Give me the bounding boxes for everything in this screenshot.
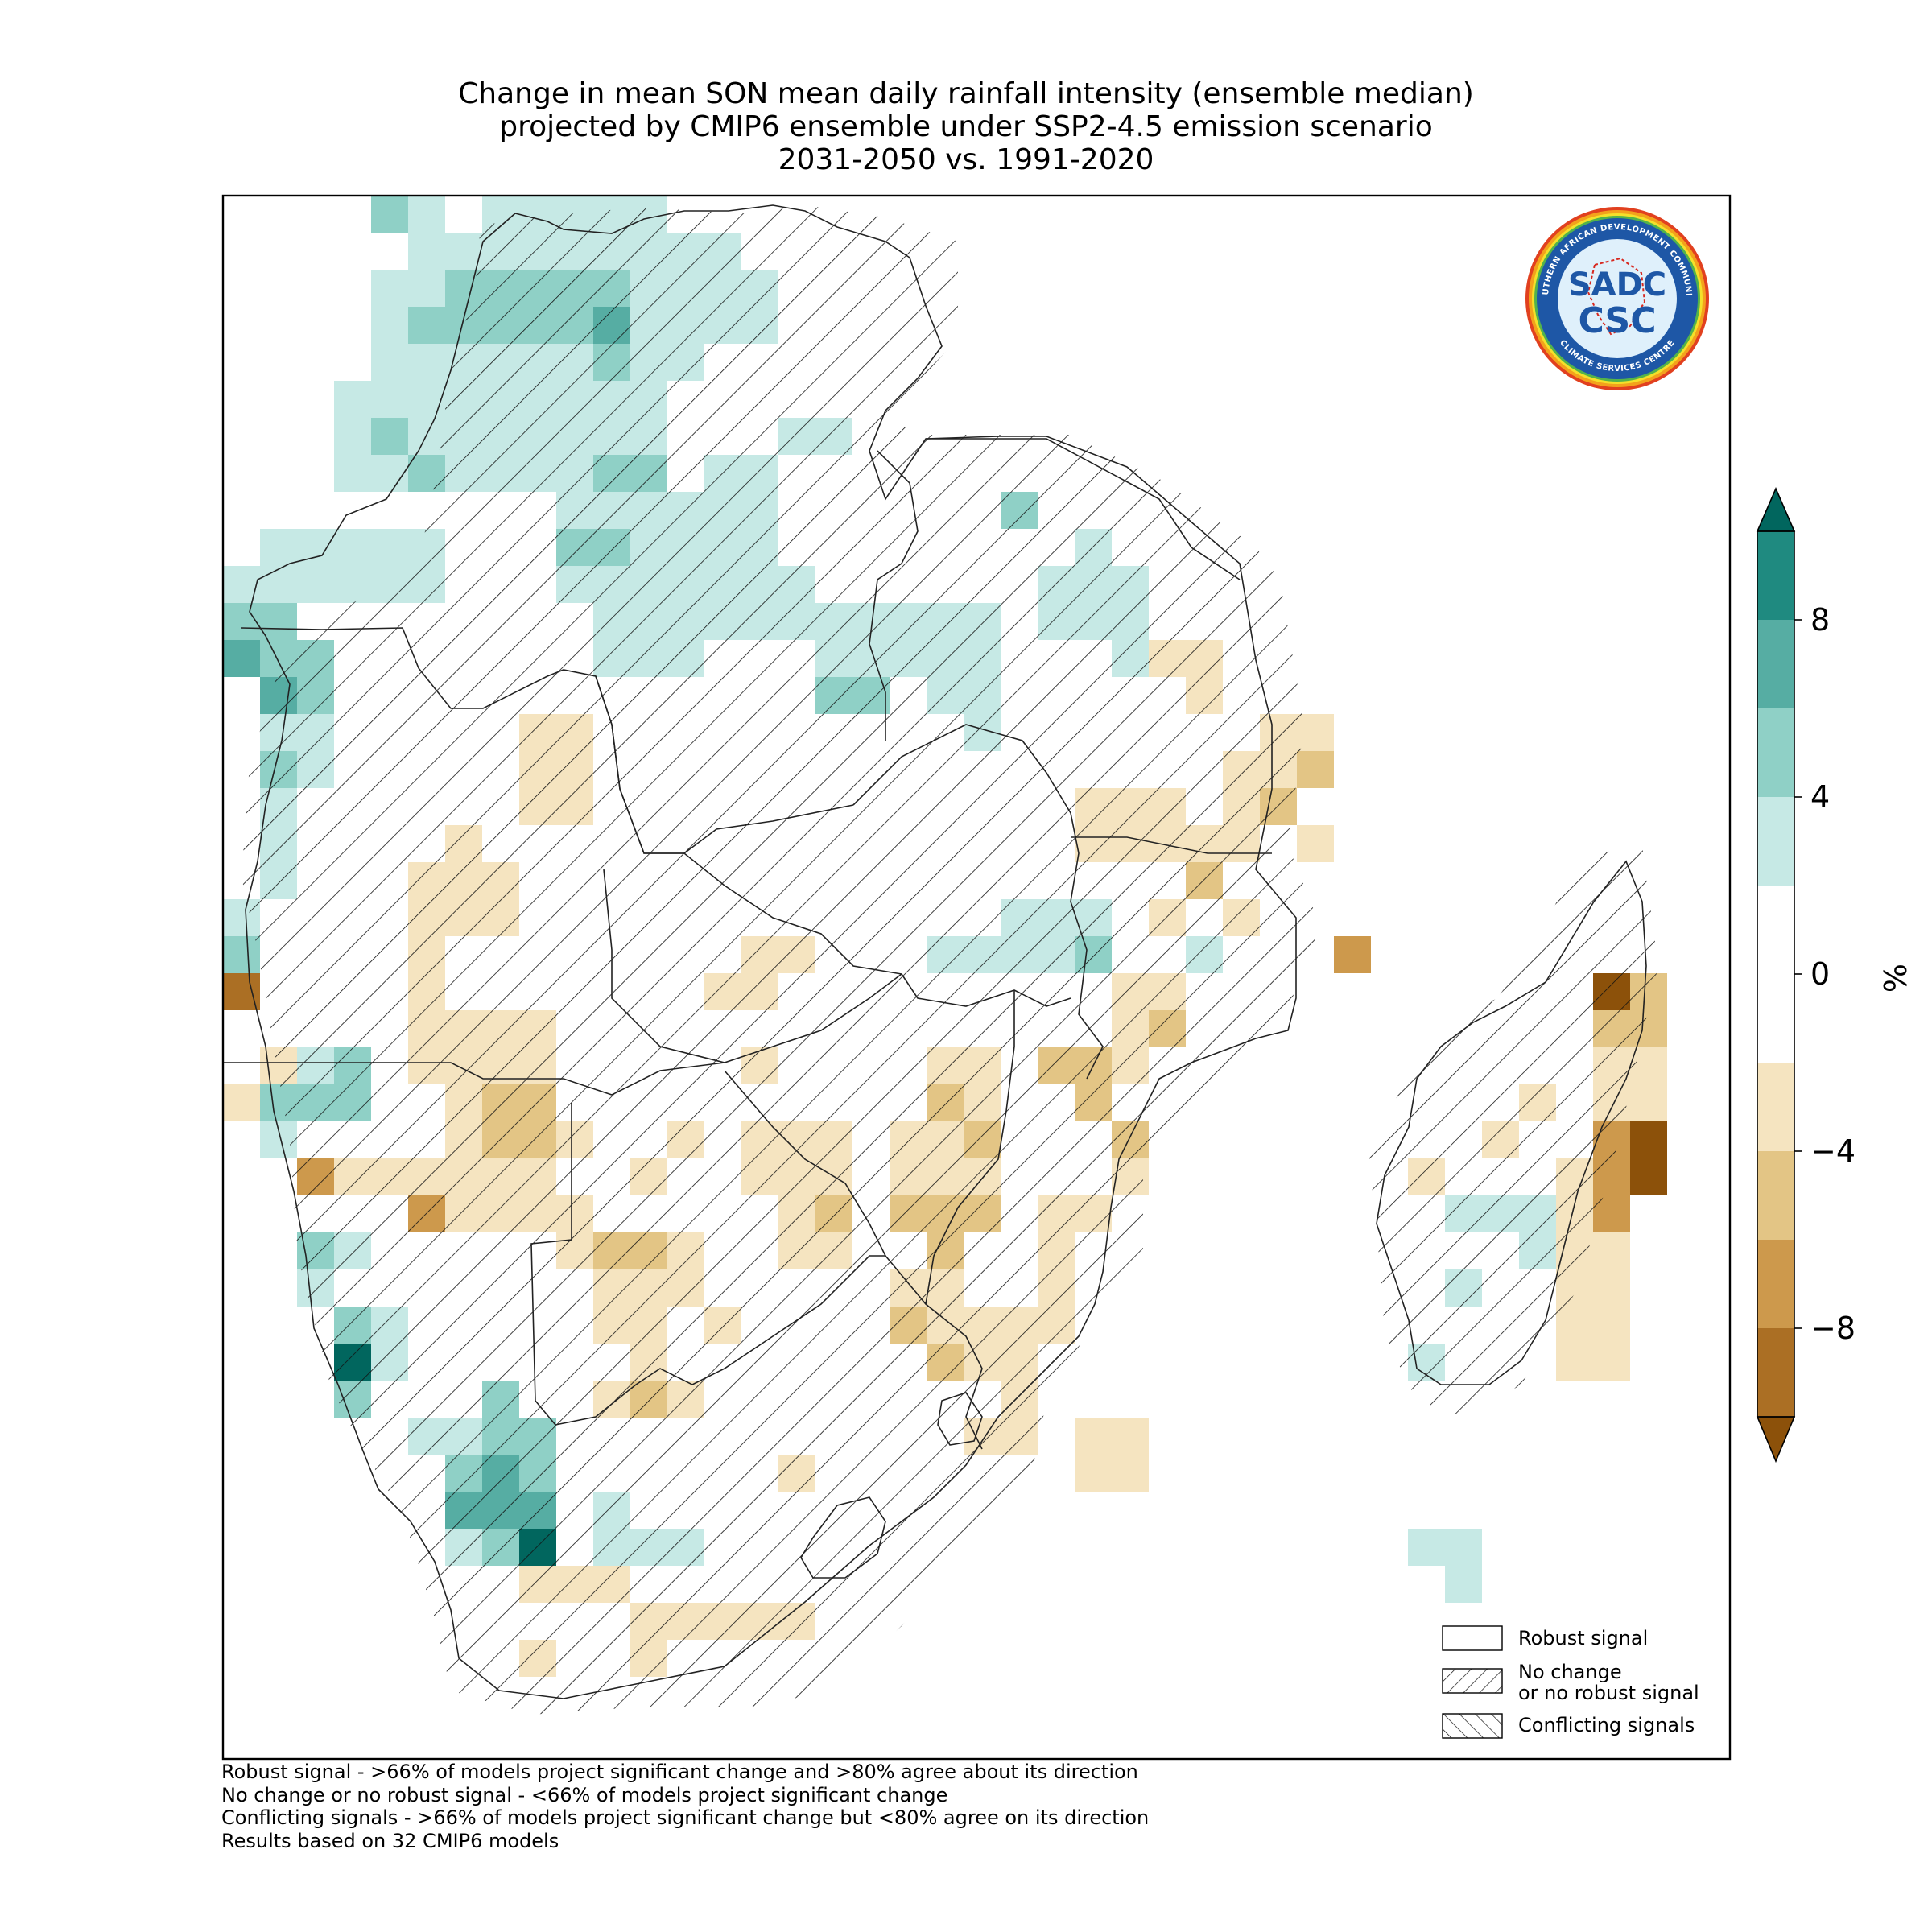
border-malawi (1070, 812, 1104, 1080)
grid-cell (408, 307, 445, 344)
colorbar-level-1 (1757, 620, 1794, 708)
grid-cell (223, 603, 297, 640)
legend-label-robust: Robust signal (1518, 1627, 1649, 1649)
legend-item-no-change: No change or no robust signal (1441, 1662, 1779, 1710)
colorbar-tick-label-0: 8 (1810, 602, 1830, 638)
grid-cell (1297, 751, 1334, 788)
border-zambia-tanzania (852, 724, 1071, 814)
hatch-region-madagascar (1368, 845, 1658, 1417)
grid-cell (1075, 1418, 1149, 1492)
figure-title: Change in mean SON mean daily rainfall i… (0, 77, 1932, 176)
coastline-madagascar (1376, 860, 1647, 1385)
border-drc-northeast (869, 450, 919, 741)
grid-cell (1297, 825, 1334, 862)
colorbar-tick-label-3: −4 (1810, 1133, 1856, 1169)
grid-cell (223, 936, 260, 973)
border-south-africa-north (555, 1255, 983, 1450)
border-drc-zambia (595, 675, 902, 975)
hatch-region-mainland (242, 205, 1320, 1715)
border-tanzania-mozambique (1071, 836, 1272, 854)
legend-swatch-robust (1442, 1625, 1503, 1651)
grid-cell (223, 640, 260, 677)
legend-label-conflicting: Conflicting signals (1518, 1714, 1695, 1736)
colorbar-level-6 (1757, 1151, 1794, 1240)
border-namibia-botswana (530, 1103, 572, 1426)
country-borders (223, 204, 1647, 1699)
colorbar-tick-label-1: 4 (1810, 779, 1830, 815)
colorbar-level-3 (1757, 797, 1794, 886)
title-line-1: Change in mean SON mean daily rainfall i… (458, 77, 1474, 110)
border-botswana-zimbabwe (724, 1070, 886, 1257)
footnote-robust: Robust signal - >66% of models project s… (221, 1761, 1138, 1783)
colorbar-level-8 (1757, 1328, 1794, 1417)
colorbar-over-arrow (1756, 486, 1796, 532)
border-eswatini (937, 1392, 983, 1446)
grid-cell (1334, 936, 1371, 973)
colorbar-tick-label-4: −8 (1810, 1311, 1856, 1346)
legend-swatch-conflicting (1442, 1713, 1503, 1739)
grid-cell (1630, 1121, 1667, 1195)
coastline-mainland (245, 204, 1297, 1699)
grid-cell (371, 196, 408, 233)
border-namibia-angola (223, 1062, 725, 1096)
colorbar-levels (1757, 531, 1794, 1417)
legend-item-conflicting: Conflicting signals (1441, 1715, 1779, 1763)
footnotes: Robust signal - >66% of models project s… (221, 1761, 1149, 1852)
no-robust-signal-hatching (242, 205, 1658, 1715)
colorbar-tick-label-2: 0 (1810, 956, 1830, 992)
footnote-no-change: No change or no robust signal - <66% of … (221, 1783, 948, 1806)
grid-cell (1593, 1232, 1630, 1344)
legend-swatches (1442, 1625, 1503, 1739)
grid-cell (1445, 1566, 1482, 1603)
title-line-2: projected by CMIP6 ensemble under SSP2-4… (499, 110, 1433, 143)
border-lesotho (800, 1496, 886, 1579)
map-frame (221, 194, 1732, 1761)
logo-csc-text: CSC (1578, 300, 1656, 341)
colorbar-level-4 (1757, 886, 1794, 1063)
border-kenya-tanzania (926, 438, 1241, 580)
grid-cell (223, 973, 260, 1010)
grid-cell (1556, 1344, 1630, 1381)
colorbar-level-5 (1757, 1063, 1794, 1151)
grid-cell (1408, 1529, 1482, 1566)
legend-label-no-change-1: No change (1518, 1661, 1622, 1683)
colorbar-under-arrow (1756, 1416, 1796, 1463)
legend-label-no-change-2: or no robust signal (1518, 1682, 1699, 1704)
legend-swatch-no-change (1442, 1668, 1503, 1694)
footnote-conflicting: Conflicting signals - >66% of models pro… (221, 1806, 1150, 1829)
grid-cell (408, 196, 445, 233)
grid-cell (223, 1084, 260, 1121)
colorbar-level-0 (1757, 531, 1794, 620)
grid-cell (371, 418, 408, 455)
colorbar-level-2 (1757, 708, 1794, 797)
border-angola-drc (241, 627, 854, 854)
colorbar-ticks: 8 4 0 −4 −8 (1794, 602, 1856, 1346)
title-line-3: 2031-2050 vs. 1991-2020 (778, 143, 1154, 176)
colorbar-level-7 (1757, 1240, 1794, 1328)
legend-item-robust: Robust signal (1441, 1628, 1779, 1676)
border-zambia-zimbabwe (901, 973, 1071, 1007)
border-zimbabwe-mozambique (925, 990, 1015, 1305)
footnote-models: Results based on 32 CMIP6 models (221, 1829, 559, 1852)
sadc-csc-logo: SOUTHERN AFRICAN DEVELOPMENT COMMUNITY C… (1524, 205, 1709, 390)
logo-sadc-text: SADC (1568, 266, 1666, 303)
colorbar-unit-label: % (1878, 964, 1913, 993)
